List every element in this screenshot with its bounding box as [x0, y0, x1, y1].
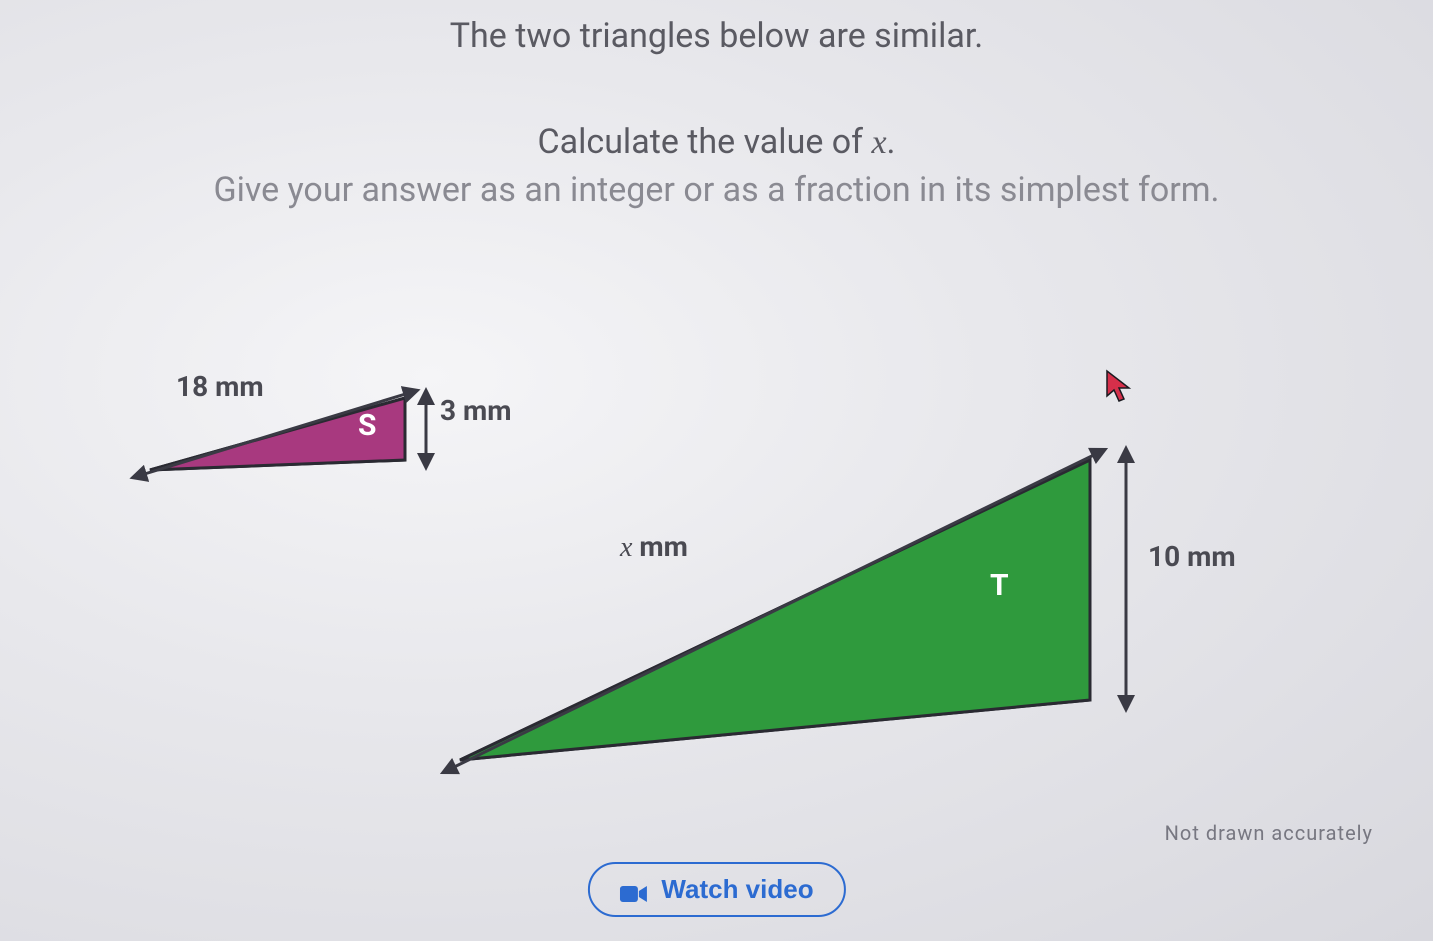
cursor-path: [1107, 371, 1129, 401]
triangle-t-hyp-unit: mm: [632, 530, 687, 563]
question-line-2-prefix: Calculate the value of: [538, 122, 872, 162]
triangle-t-hyp-label: x mm: [620, 530, 688, 564]
triangle-t-letter: T: [990, 568, 1009, 603]
triangle-t-hyp-var: x: [620, 532, 632, 563]
question-line-3: Give your answer as an integer or as a f…: [0, 170, 1433, 210]
watch-video-button[interactable]: Watch video: [587, 862, 845, 917]
cursor-icon: [1104, 368, 1134, 404]
triangle-s-hyp-label: 18 mm: [176, 370, 264, 403]
watch-video-label: Watch video: [661, 874, 813, 905]
question-screen: The two triangles below are similar. Cal…: [0, 0, 1433, 941]
not-drawn-accurately-label: Not drawn accurately: [1165, 821, 1373, 845]
video-camera-icon: [619, 880, 647, 900]
triangle-s-short-label: 3 mm: [440, 394, 512, 427]
triangle-s-letter: S: [358, 408, 376, 443]
question-line-1: The two triangles below are similar.: [0, 16, 1433, 56]
question-line-2: Calculate the value of x.: [0, 122, 1433, 162]
question-line-2-suffix: .: [887, 122, 896, 162]
triangle-t-short-label: 10 mm: [1148, 540, 1236, 573]
question-variable-x: x: [871, 124, 886, 161]
